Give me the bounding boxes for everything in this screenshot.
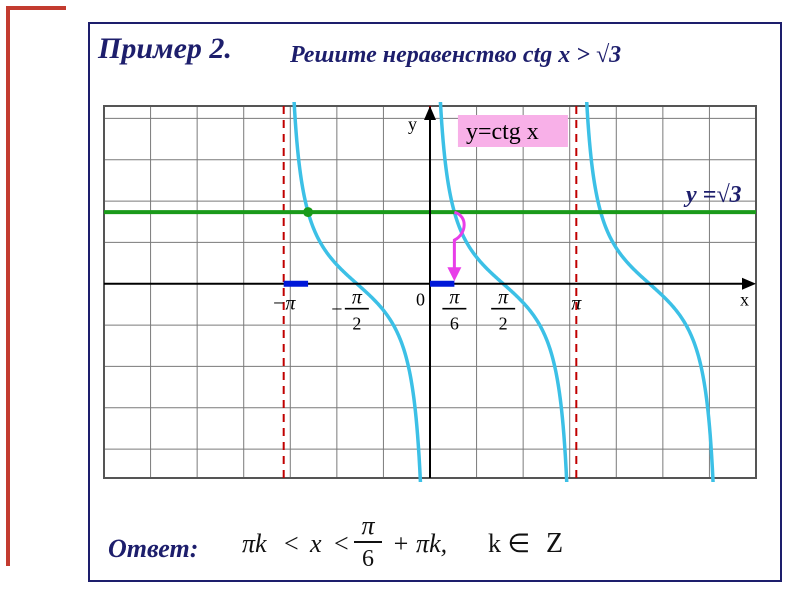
- decor-left-bar: [6, 6, 10, 566]
- answer-expression: πk < x < π 6 + πk, k ∈ Z: [242, 512, 622, 579]
- svg-text:y =√3: y =√3: [683, 182, 742, 208]
- answer-den: 6: [362, 546, 374, 572]
- answer-kin: k ∈: [488, 529, 530, 558]
- svg-text:y=ctg x: y=ctg x: [466, 119, 539, 145]
- answer-lt1: <: [284, 529, 299, 558]
- svg-text:π: π: [498, 287, 509, 309]
- problem-statement: Решите неравенство ctg x > √3: [290, 42, 621, 69]
- svg-text:−: −: [331, 299, 342, 321]
- svg-text:π: π: [571, 293, 582, 315]
- svg-text:−π: −π: [272, 293, 296, 315]
- svg-text:x: x: [740, 290, 749, 310]
- example-title: Пример 2.: [98, 32, 232, 66]
- cotangent-chart: 0xy−π−π2π6π2πy=ctg xy =√3: [100, 102, 760, 482]
- answer-plus: + πk,: [392, 529, 447, 558]
- svg-text:π: π: [449, 287, 460, 309]
- svg-text:2: 2: [352, 314, 361, 334]
- answer-var: x: [309, 529, 322, 558]
- answer-label: Ответ:: [108, 534, 198, 564]
- answer-Z: Z: [546, 528, 563, 559]
- svg-text:0: 0: [416, 290, 425, 310]
- answer-num: π: [361, 512, 375, 540]
- svg-text:2: 2: [499, 314, 508, 334]
- answer-lt2: <: [334, 529, 349, 558]
- svg-text:y: y: [408, 114, 417, 134]
- answer-lhs: πk: [242, 529, 267, 558]
- svg-text:π: π: [352, 287, 363, 309]
- svg-text:6: 6: [450, 314, 459, 334]
- decor-top-bar: [6, 6, 66, 10]
